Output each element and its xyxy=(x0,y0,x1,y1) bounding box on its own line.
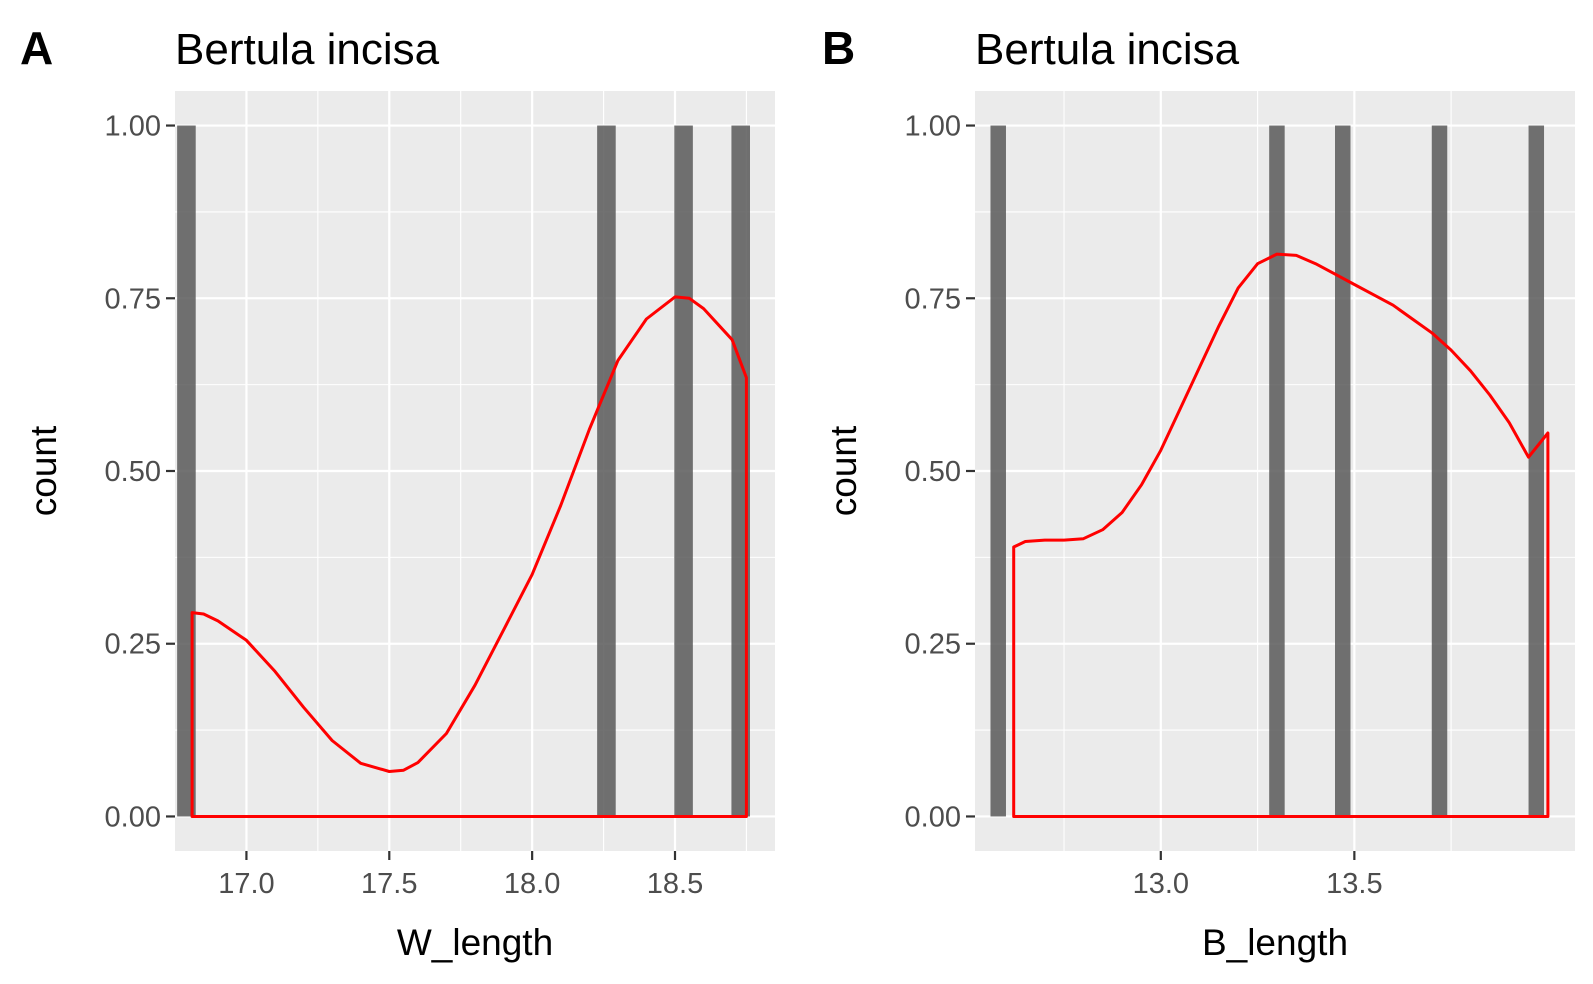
histogram-bar xyxy=(990,125,1006,817)
x-axis-title: W_length xyxy=(397,922,553,963)
y-tick-label: 1.00 xyxy=(905,111,961,143)
y-tick-label: 0.25 xyxy=(105,629,161,661)
panel-b: B Bertula incisa 0.00 0.25 0.50 0.75 1.00 13… xyxy=(822,22,1575,963)
x-tick-label: 18.5 xyxy=(647,868,703,900)
density-curve xyxy=(1012,252,1550,818)
panel-a: A Bertula incisa 0.00 0.25 0.50 0.75 1.00 17… xyxy=(20,22,775,963)
y-tick-label: 0.00 xyxy=(905,801,961,833)
histogram-bar xyxy=(1528,125,1545,817)
y-tick-label: 0.75 xyxy=(105,283,161,315)
chart-title: Bertula incisa xyxy=(975,25,1240,74)
y-axis: 0.00 0.25 0.50 0.75 1.00 xyxy=(105,111,175,833)
x-tick-label: 18.0 xyxy=(504,868,560,900)
y-tick-label: 0.75 xyxy=(905,283,961,315)
x-axis: 17.0 17.5 18.0 18.5 xyxy=(218,851,703,900)
x-tick-label: 13.5 xyxy=(1326,868,1382,900)
y-tick-label: 0.25 xyxy=(905,629,961,661)
histogram-bar xyxy=(597,125,616,817)
histogram-bars xyxy=(990,125,1545,817)
density-curve xyxy=(190,295,748,818)
x-axis: 13.0 13.5 xyxy=(1133,851,1383,900)
panel-label: A xyxy=(20,22,53,74)
histogram-bar xyxy=(1269,125,1285,817)
x-axis-title: B_length xyxy=(1202,922,1348,963)
y-tick-label: 0.50 xyxy=(905,456,961,488)
chart-title: Bertula incisa xyxy=(175,25,440,74)
panel-label: B xyxy=(822,22,855,74)
x-tick-label: 17.5 xyxy=(361,868,417,900)
y-axis-title: count xyxy=(23,425,64,516)
y-tick-label: 0.00 xyxy=(105,801,161,833)
y-axis-title: count xyxy=(823,425,864,516)
y-tick-label: 1.00 xyxy=(105,111,161,143)
y-tick-label: 0.50 xyxy=(105,456,161,488)
y-axis: 0.00 0.25 0.50 0.75 1.00 xyxy=(905,111,975,833)
histogram-bar xyxy=(1431,125,1448,817)
histogram-bar xyxy=(674,125,693,817)
x-tick-label: 17.0 xyxy=(218,868,274,900)
x-tick-label: 13.0 xyxy=(1133,868,1189,900)
histogram-bar xyxy=(1335,125,1351,817)
